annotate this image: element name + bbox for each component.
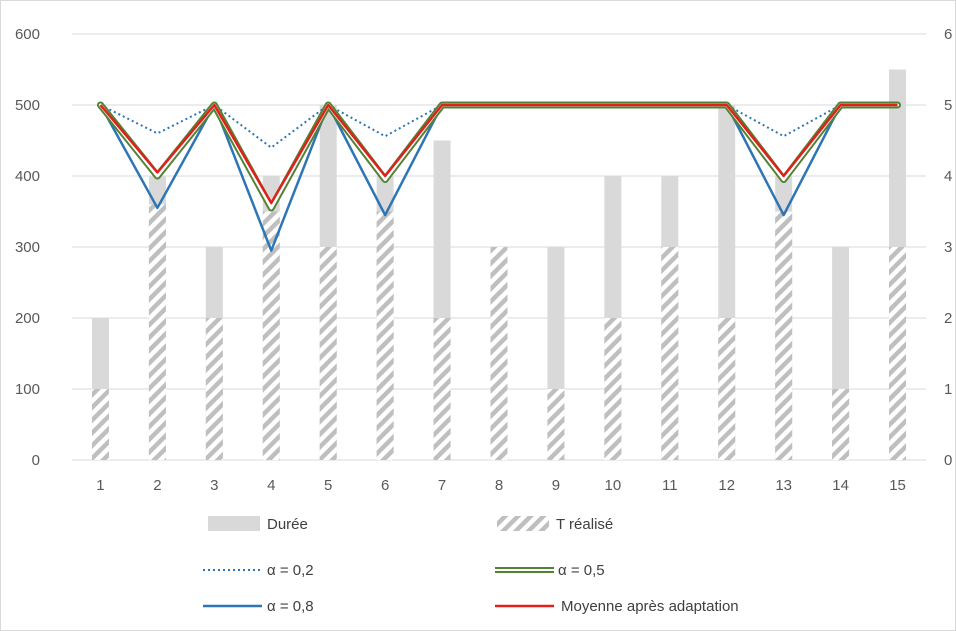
bar-t-realise [832, 389, 850, 460]
bar-t-realise [604, 318, 622, 460]
x-tick-label: 10 [605, 477, 622, 494]
x-tick-label: 12 [718, 477, 735, 494]
legend-swatch-duree [208, 516, 260, 531]
x-tick-label: 7 [438, 477, 446, 494]
y-left-tick-label: 600 [15, 26, 40, 43]
bar-t-realise [889, 247, 907, 460]
x-tick-label: 2 [153, 477, 161, 494]
y-right-tick-label: 2 [944, 310, 952, 327]
x-tick-label: 15 [889, 477, 906, 494]
x-tick-label: 9 [552, 477, 560, 494]
x-tick-label: 13 [775, 477, 792, 494]
bar-t-realise [91, 389, 109, 460]
legend-swatch-t-realise [497, 516, 549, 531]
legend-label-alpha-02: α = 0,2 [267, 562, 314, 579]
bar-t-realise [433, 318, 451, 460]
y-left-tick-label: 400 [15, 168, 40, 185]
bar-t-realise [262, 211, 280, 460]
y-right-tick-label: 6 [944, 26, 952, 43]
x-tick-label: 1 [96, 477, 104, 494]
legend-label-duree: Durée [267, 516, 308, 533]
x-tick-label: 6 [381, 477, 389, 494]
legend-item-alpha-08: α = 0,8 [203, 598, 314, 615]
y-left-tick-label: 500 [15, 97, 40, 114]
legend-item-t-realise: T réalisé [497, 516, 613, 533]
legend-label-t-realise: T réalisé [556, 516, 613, 533]
legend-item-alpha-05: α = 0,5 [495, 562, 605, 579]
bar-t-realise [775, 211, 793, 460]
lines [96, 101, 902, 252]
bars [91, 69, 907, 460]
line-moyenne [99, 103, 898, 205]
legend-label-alpha-08: α = 0,8 [267, 598, 314, 615]
x-tick-label: 8 [495, 477, 503, 494]
bar-t-realise [661, 247, 679, 460]
y-left-tick-label: 100 [15, 381, 40, 398]
x-tick-label: 11 [662, 477, 678, 494]
y-right-tick-label: 5 [944, 97, 952, 114]
legend-label-moyenne: Moyenne après adaptation [561, 598, 739, 615]
x-tick-label: 3 [210, 477, 218, 494]
legend-item-alpha-02: α = 0,2 [203, 562, 314, 579]
x-tick-label: 5 [324, 477, 332, 494]
legend-item-moyenne: Moyenne après adaptation [495, 598, 739, 615]
bar-t-realise [547, 389, 565, 460]
y-left-tick-label: 0 [32, 452, 40, 469]
bar-t-realise [490, 247, 508, 460]
bar-t-realise [718, 318, 736, 460]
y-left-tick-label: 300 [15, 239, 40, 256]
legend-item-duree: Durée [208, 516, 308, 533]
x-tick-label: 14 [832, 477, 849, 494]
y-left-tick-label: 200 [15, 310, 40, 327]
bar-t-realise [205, 318, 223, 460]
y-right-tick-label: 1 [944, 381, 952, 398]
bar-t-realise [148, 204, 166, 460]
bar-t-realise [376, 211, 394, 460]
legend: Durée T réalisé α = 0,2 α = 0,5 α = 0,8 [203, 516, 739, 615]
legend-label-alpha-05: α = 0,5 [558, 562, 605, 579]
bar-t-realise [319, 247, 337, 460]
x-tick-label: 4 [267, 477, 275, 494]
y-right-tick-label: 4 [944, 168, 952, 185]
y-right-tick-label: 0 [944, 452, 952, 469]
y-right-tick-label: 3 [944, 239, 952, 256]
